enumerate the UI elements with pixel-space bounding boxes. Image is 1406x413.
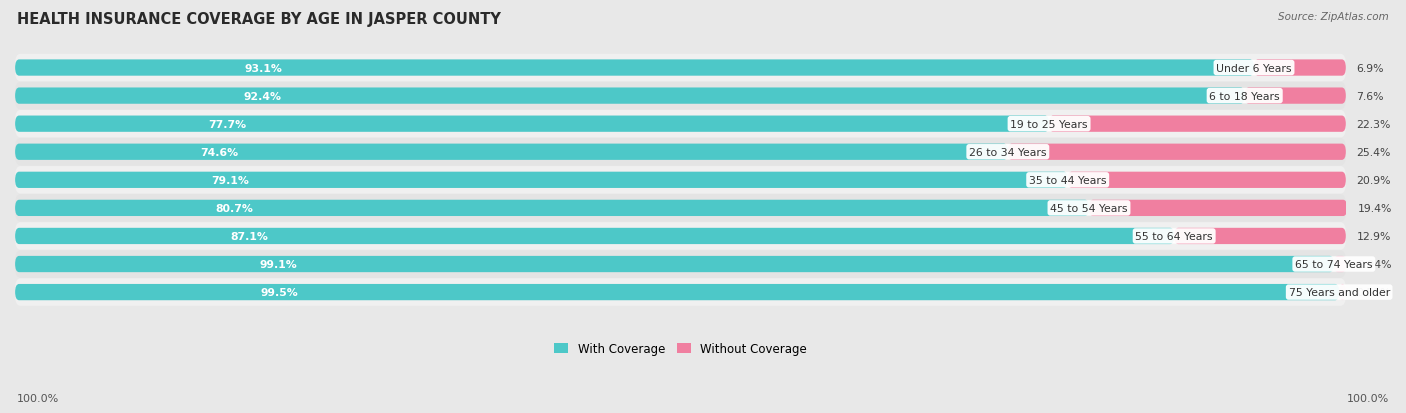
FancyBboxPatch shape: [15, 88, 1244, 104]
Text: 35 to 44 Years: 35 to 44 Years: [1029, 176, 1107, 185]
FancyBboxPatch shape: [1090, 200, 1347, 216]
Text: 22.3%: 22.3%: [1357, 119, 1391, 129]
Text: 45 to 54 Years: 45 to 54 Years: [1050, 203, 1128, 214]
FancyBboxPatch shape: [15, 55, 1346, 82]
FancyBboxPatch shape: [1174, 228, 1346, 244]
FancyBboxPatch shape: [15, 60, 1254, 76]
Text: 100.0%: 100.0%: [17, 393, 59, 403]
FancyBboxPatch shape: [15, 251, 1346, 278]
Text: 25.4%: 25.4%: [1357, 147, 1391, 157]
Text: 55 to 64 Years: 55 to 64 Years: [1136, 231, 1213, 241]
Text: Source: ZipAtlas.com: Source: ZipAtlas.com: [1278, 12, 1389, 22]
FancyBboxPatch shape: [15, 167, 1346, 194]
Text: 99.5%: 99.5%: [260, 287, 298, 297]
Text: 12.9%: 12.9%: [1357, 231, 1391, 241]
Text: 80.7%: 80.7%: [215, 203, 253, 214]
FancyBboxPatch shape: [15, 111, 1346, 138]
Text: 6 to 18 Years: 6 to 18 Years: [1209, 91, 1279, 101]
FancyBboxPatch shape: [1244, 88, 1346, 104]
Text: 19.4%: 19.4%: [1358, 203, 1392, 214]
FancyBboxPatch shape: [1254, 60, 1346, 76]
Text: 6.9%: 6.9%: [1357, 63, 1384, 74]
FancyBboxPatch shape: [15, 172, 1067, 188]
FancyBboxPatch shape: [1334, 256, 1347, 273]
FancyBboxPatch shape: [15, 144, 1008, 161]
Text: 100.0%: 100.0%: [1347, 393, 1389, 403]
FancyBboxPatch shape: [1067, 172, 1346, 188]
Text: 79.1%: 79.1%: [211, 176, 249, 185]
FancyBboxPatch shape: [15, 223, 1346, 250]
Legend: With Coverage, Without Coverage: With Coverage, Without Coverage: [550, 337, 811, 360]
FancyBboxPatch shape: [15, 279, 1346, 306]
FancyBboxPatch shape: [15, 200, 1090, 216]
FancyBboxPatch shape: [1008, 144, 1346, 161]
Text: HEALTH INSURANCE COVERAGE BY AGE IN JASPER COUNTY: HEALTH INSURANCE COVERAGE BY AGE IN JASP…: [17, 12, 501, 27]
FancyBboxPatch shape: [15, 284, 1339, 301]
Text: 99.1%: 99.1%: [259, 259, 297, 269]
Text: 26 to 34 Years: 26 to 34 Years: [969, 147, 1046, 157]
Text: 75 Years and older: 75 Years and older: [1288, 287, 1389, 297]
FancyBboxPatch shape: [15, 228, 1174, 244]
Text: 77.7%: 77.7%: [208, 119, 246, 129]
FancyBboxPatch shape: [15, 195, 1346, 222]
FancyBboxPatch shape: [1339, 284, 1346, 301]
Text: Under 6 Years: Under 6 Years: [1216, 63, 1292, 74]
Text: 0.51%: 0.51%: [1357, 287, 1391, 297]
Text: 20.9%: 20.9%: [1357, 176, 1391, 185]
Text: 65 to 74 Years: 65 to 74 Years: [1295, 259, 1372, 269]
Text: 19 to 25 Years: 19 to 25 Years: [1011, 119, 1088, 129]
Text: 74.6%: 74.6%: [201, 147, 239, 157]
FancyBboxPatch shape: [15, 139, 1346, 166]
Text: 92.4%: 92.4%: [243, 91, 281, 101]
FancyBboxPatch shape: [1049, 116, 1346, 133]
Text: 0.94%: 0.94%: [1357, 259, 1392, 269]
FancyBboxPatch shape: [15, 256, 1334, 273]
FancyBboxPatch shape: [15, 83, 1346, 110]
Text: 93.1%: 93.1%: [245, 63, 283, 74]
Text: 7.6%: 7.6%: [1357, 91, 1384, 101]
FancyBboxPatch shape: [15, 116, 1049, 133]
Text: 87.1%: 87.1%: [231, 231, 269, 241]
